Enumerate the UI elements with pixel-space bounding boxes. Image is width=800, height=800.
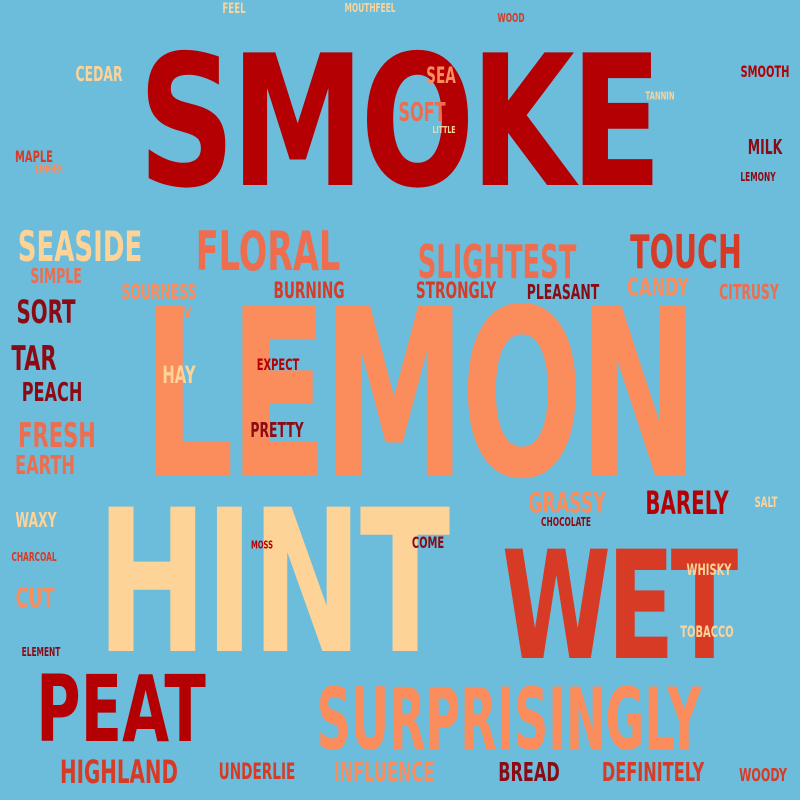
word-abv: ABV [168, 303, 192, 322]
word-feel: FEEL [222, 1, 246, 17]
word-milk: MILK [747, 135, 783, 159]
word-woody: WOODY [739, 765, 787, 786]
word-strongly: STRONGLY [415, 279, 497, 304]
word-hint: HINT [96, 467, 450, 698]
word-moss: MOSS [250, 538, 274, 552]
word-cedar: CEDAR [75, 62, 123, 86]
word-ash: ASH [154, 419, 184, 443]
word-chocolate: CHOCOLATE [541, 515, 591, 529]
word-come: COME [411, 533, 445, 552]
word-element: ELEMENT [21, 645, 61, 659]
word-pleasant: PLEASANT [526, 280, 600, 304]
word-mouthfeel: MOUTHFEEL [344, 1, 396, 15]
word-seaside: SEASIDE [17, 222, 143, 271]
word-peach: PEACH [21, 378, 83, 408]
word-maple: MAPLE [15, 147, 53, 166]
word-wet: WET [501, 520, 738, 694]
word-peat: PEAT [36, 656, 206, 763]
word-sourness: SOURNESS [121, 280, 197, 304]
word-soft: SOFT [398, 98, 446, 128]
word-barely: BARELY [645, 484, 729, 522]
word-cut: CUT [15, 581, 55, 614]
word-candy: CANDY [627, 273, 689, 303]
word-hay: HAY [162, 361, 196, 389]
word-waxy: WAXY [15, 508, 57, 532]
word-definitely: DEFINITELY [601, 758, 705, 788]
word-simple: SIMPLE [30, 264, 82, 288]
word-citrusy: CITRUSY [719, 280, 779, 304]
word-lemony: LEMONY [740, 170, 776, 184]
word-influence: INFLUENCE [333, 758, 435, 788]
word-sort: SORT [16, 293, 76, 331]
word-smooth: SMOOTH [740, 62, 790, 81]
word-salt: SALT [754, 495, 778, 511]
word-earth: EARTH [15, 451, 75, 481]
word-sea: SEA [426, 64, 456, 89]
word-linger: LINGER [34, 162, 64, 176]
word-expect: EXPECT [256, 355, 300, 374]
word-bread: BREAD [498, 758, 560, 788]
word-charcoal: CHARCOAL [11, 550, 57, 564]
word-underlie: UNDERLIE [218, 760, 296, 785]
word-floral: FLORAL [195, 220, 341, 283]
word-whisky: WHISKY [686, 560, 732, 579]
word-touch: TOUCH [630, 225, 742, 279]
word-tobacco: TOBACCO [680, 622, 734, 641]
word-surprisingly: SURPRISINGLY [316, 670, 702, 770]
word-grassy: GRASSY [528, 486, 606, 519]
word-wood: WOOD [497, 11, 525, 25]
word-pretty: PRETTY [250, 418, 304, 442]
word-little: LITTLE [432, 125, 456, 136]
word-smoke: SMOKE [138, 16, 662, 228]
word-fresh: FRESH [18, 416, 96, 456]
word-burning: BURNING [273, 279, 345, 304]
word-tar: TAR [11, 339, 57, 379]
word-lemon: LEMON [142, 260, 699, 530]
word-slightest: SLIGHTEST [417, 235, 577, 289]
word-tannin: TANNIN [645, 89, 675, 103]
word-highland: HIGHLAND [60, 753, 178, 791]
